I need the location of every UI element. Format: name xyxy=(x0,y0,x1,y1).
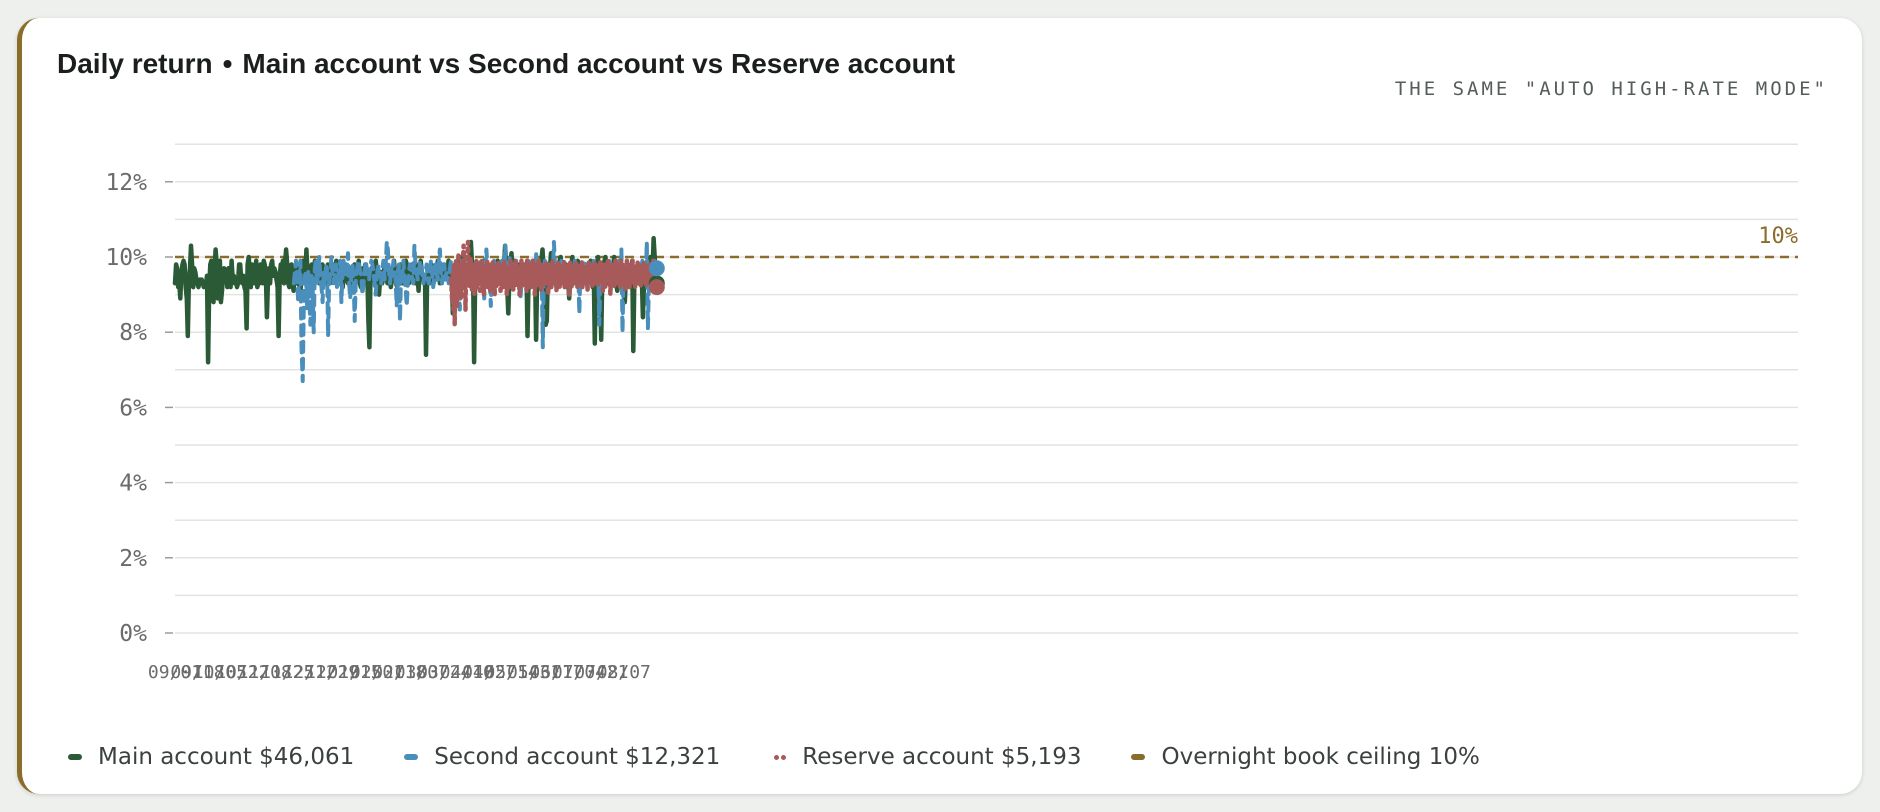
ceiling-label: 10% xyxy=(1758,224,1798,249)
x-tick-label: 12/12 xyxy=(283,662,337,683)
mode-tag: THE SAME "AUTO HIGH-RATE MODE" xyxy=(1394,78,1828,100)
legend-label-reserve: Reserve account $5,193 xyxy=(802,744,1082,770)
x-tick-label: 07/21 xyxy=(574,662,628,683)
grid-layer xyxy=(175,143,1798,634)
x-tick-label: 05/31 xyxy=(507,662,561,683)
chart-legend: Main account $46,061 Second account $12,… xyxy=(68,744,1530,770)
title-main: Daily return xyxy=(57,48,213,79)
end-marker-layer xyxy=(648,260,665,296)
legend-swatch-ceiling xyxy=(1131,754,1146,760)
x-tick-label: 06/17 xyxy=(529,662,583,683)
x-tick-label: 11/25 xyxy=(260,662,314,683)
legend-item-ceiling: Overnight book ceiling 10% xyxy=(1131,744,1480,770)
legend-item-second: Second account $12,321 xyxy=(404,744,720,770)
chart-card: Daily return • Main account vs Second acco… xyxy=(17,18,1862,794)
chart-title: Daily return • Main account vs Second acco… xyxy=(57,48,955,80)
legend-swatch-reserve xyxy=(774,754,787,760)
x-tick-label: 04/27 xyxy=(462,662,516,683)
legend-swatch-main xyxy=(68,754,82,760)
x-tick-label: 07/04 xyxy=(552,662,606,683)
axis-layer: 0% 2% 4% 6% 8% 10% 12% 09/0109/1810/0510/2211/0… xyxy=(105,170,650,683)
x-tick-label: 12/29 xyxy=(305,662,359,683)
series-layer: 10% xyxy=(172,224,1798,384)
series-second-end-marker xyxy=(648,260,665,277)
legend-item-main: Main account $46,061 xyxy=(68,744,354,770)
y-tick-label: 6% xyxy=(119,395,147,421)
x-tick-label: 01/15 xyxy=(327,662,381,683)
y-tick-label: 0% xyxy=(119,621,147,647)
x-tick-label: 08/07 xyxy=(597,662,651,683)
x-tick-label: 03/07 xyxy=(395,662,449,683)
x-tick-label: 04/10 xyxy=(440,662,494,683)
legend-swatch-second xyxy=(404,754,419,760)
series-reserve-line xyxy=(448,239,660,327)
y-tick-label: 2% xyxy=(119,546,147,572)
legend-item-reserve: Reserve account $5,193 xyxy=(774,744,1081,770)
title-separator: • xyxy=(222,48,233,79)
legend-label-second: Second account $12,321 xyxy=(434,744,721,770)
x-tick-label: 03/24 xyxy=(417,662,471,683)
x-tick-label: 05/14 xyxy=(485,662,539,683)
x-tick-label: 10/22 xyxy=(215,662,269,683)
y-tick-label: 8% xyxy=(119,320,147,346)
y-tick-label: 10% xyxy=(105,245,147,271)
series-reserve-end-marker xyxy=(648,279,665,296)
x-tick-label: 09/01 xyxy=(148,662,202,683)
y-tick-label: 4% xyxy=(119,471,147,497)
x-tick-label: 10/05 xyxy=(193,662,247,683)
legend-label-ceiling: Overnight book ceiling 10% xyxy=(1161,744,1480,770)
x-tick-label: 02/18 xyxy=(372,662,426,683)
title-comparison: Main account vs Second account vs Reserv… xyxy=(242,48,956,79)
legend-label-main: Main account $46,061 xyxy=(98,744,355,770)
x-tick-label: 02/01 xyxy=(350,662,404,683)
x-tick-label: 09/18 xyxy=(170,662,224,683)
y-tick-label: 12% xyxy=(105,170,147,196)
x-tick-label: 11/08 xyxy=(238,662,292,683)
